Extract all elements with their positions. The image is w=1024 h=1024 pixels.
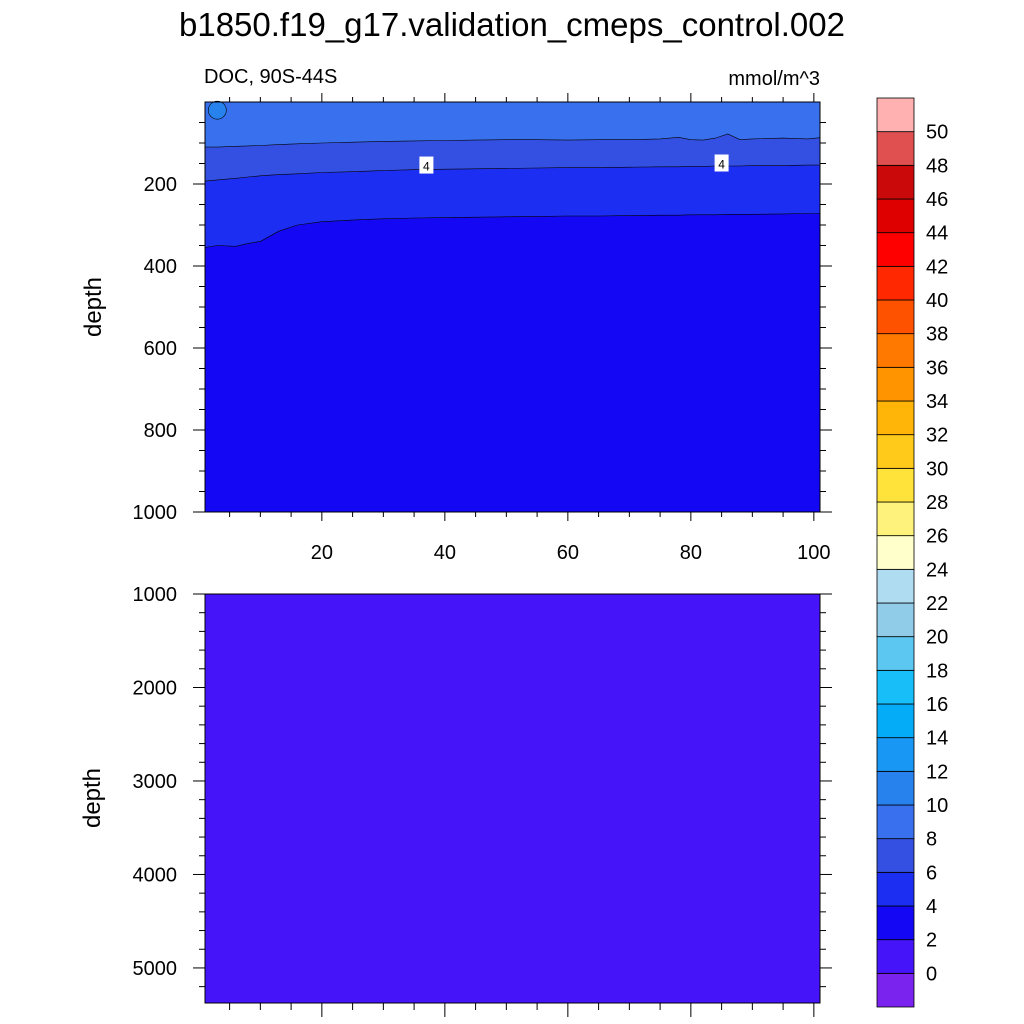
colorbar-box-20 — [876, 299, 915, 335]
colorbar-box-7 — [876, 737, 915, 772]
colorbar-box-12 — [876, 568, 915, 604]
colorbar-label-16: 16 — [926, 694, 948, 716]
colorbar-box-14 — [876, 501, 915, 537]
upper-y-axis-label: depth — [80, 277, 107, 337]
lower-y-tick-label-2000: 2000 — [133, 677, 178, 699]
lower-y-tick-label-1000: 1000 — [133, 584, 178, 606]
colorbar-box-25 — [876, 131, 915, 166]
contour-line-8 — [205, 133, 821, 148]
colorbar-box-19 — [876, 333, 915, 368]
lower-panel: 1000 2000 3000 4000 5000 depth — [79, 584, 832, 1017]
units-label: mmol/m^3 — [728, 68, 820, 90]
contour-band-2-4 — [205, 213, 820, 512]
colorbar-box-6 — [876, 770, 915, 806]
colorbar-box-9 — [876, 669, 915, 705]
lower-y-tick-label-3000: 3000 — [133, 771, 178, 793]
chart-title: b1850.f19_g17.validation_cmeps_control.0… — [179, 6, 845, 43]
contour-label-1: 4 — [718, 158, 725, 172]
upper-y-tick-label-1000: 1000 — [133, 502, 178, 524]
upper-ticks: 20 40 60 80 100 200 400 600 800 1000 — [133, 93, 832, 564]
colorbar-box-18 — [876, 366, 915, 402]
upper-x-tick-label-20: 20 — [311, 542, 333, 564]
contour-band-8-10 — [205, 102, 820, 148]
closed-contour-10 — [208, 100, 227, 120]
colorbar-box-13 — [876, 535, 915, 570]
colorbar-label-22: 22 — [926, 593, 948, 615]
variable-region-label: DOC, 90S-44S — [204, 66, 337, 88]
colorbar-label-30: 30 — [926, 458, 948, 480]
upper-y-tick-label-400: 400 — [144, 256, 177, 278]
colorbar-box-11 — [876, 602, 915, 638]
upper-y-tick-label-600: 600 — [144, 338, 177, 360]
colorbar-label-50: 50 — [926, 122, 948, 144]
colorbar-box-5 — [876, 804, 915, 840]
colorbar-label-2: 2 — [926, 930, 937, 952]
colorbar-label-8: 8 — [926, 829, 937, 851]
colorbar-box-2 — [876, 905, 915, 941]
contour-label-box-0 — [419, 156, 434, 174]
colorbar-box-17 — [876, 400, 915, 436]
upper-x-tick-label-80: 80 — [680, 542, 702, 564]
colorbar-label-14: 14 — [926, 728, 948, 750]
colorbar-label-32: 32 — [926, 425, 948, 447]
colorbar-label-40: 40 — [926, 290, 948, 312]
colorbar-box-8 — [876, 703, 915, 739]
colorbar-label-42: 42 — [926, 256, 948, 278]
colorbar-box-15 — [876, 467, 915, 503]
colorbar-label-24: 24 — [926, 559, 948, 581]
contour-line-6 — [204, 164, 820, 182]
colorbar-box-4 — [876, 838, 915, 873]
lower-plot-frame — [204, 593, 821, 1004]
colorbar-label-38: 38 — [926, 324, 948, 346]
upper-x-tick-label-100: 100 — [797, 542, 830, 564]
lower-y-tick-label-5000: 5000 — [133, 958, 178, 980]
colorbar-label-48: 48 — [926, 155, 948, 177]
lower-y-axis-label: depth — [79, 768, 106, 828]
colorbar-label-26: 26 — [926, 526, 948, 548]
upper-x-tick-label-60: 60 — [557, 542, 579, 564]
contour-label-box-1 — [714, 154, 729, 172]
colorbar-box-21 — [876, 265, 915, 301]
lower-y-tick-label-4000: 4000 — [133, 864, 178, 886]
lower-ticks: 1000 2000 3000 4000 5000 — [133, 584, 832, 1017]
upper-fills — [205, 102, 820, 512]
lower-fill — [205, 594, 820, 1003]
colorbar-label-18: 18 — [926, 660, 948, 682]
colorbar-box-3 — [876, 871, 915, 907]
colorbar-label-20: 20 — [926, 627, 948, 649]
colorbar-label-44: 44 — [926, 223, 948, 245]
contour-band-6-8 — [205, 134, 820, 182]
colorbar-box-23 — [876, 198, 915, 234]
upper-x-tick-label-40: 40 — [434, 542, 456, 564]
colorbar-label-4: 4 — [926, 896, 937, 918]
colorbar-box-24 — [876, 164, 915, 200]
colorbar-box-26 — [876, 97, 915, 133]
colorbar: 0246810121416182022242628303234363840424… — [876, 97, 948, 1008]
upper-contour-lines — [204, 100, 821, 248]
colorbar-box-16 — [876, 434, 915, 469]
upper-y-tick-label-800: 800 — [144, 420, 177, 442]
upper-y-tick-label-200: 200 — [144, 174, 177, 196]
colorbar-label-0: 0 — [926, 963, 937, 985]
colorbar-box-22 — [876, 232, 915, 267]
colorbar-label-10: 10 — [926, 795, 948, 817]
colorbar-label-46: 46 — [926, 189, 948, 211]
contour-line-4 — [204, 213, 820, 248]
colorbar-box-10 — [876, 636, 915, 671]
colorbar-label-36: 36 — [926, 357, 948, 379]
colorbar-label-34: 34 — [926, 391, 948, 413]
colorbar-box-1 — [876, 939, 915, 974]
colorbar-label-28: 28 — [926, 492, 948, 514]
colorbar-label-6: 6 — [926, 862, 937, 884]
colorbar-label-12: 12 — [926, 761, 948, 783]
contour-band-4-6 — [205, 165, 820, 248]
colorbar-box-0 — [876, 972, 915, 1008]
contour-label-0: 4 — [423, 160, 430, 174]
